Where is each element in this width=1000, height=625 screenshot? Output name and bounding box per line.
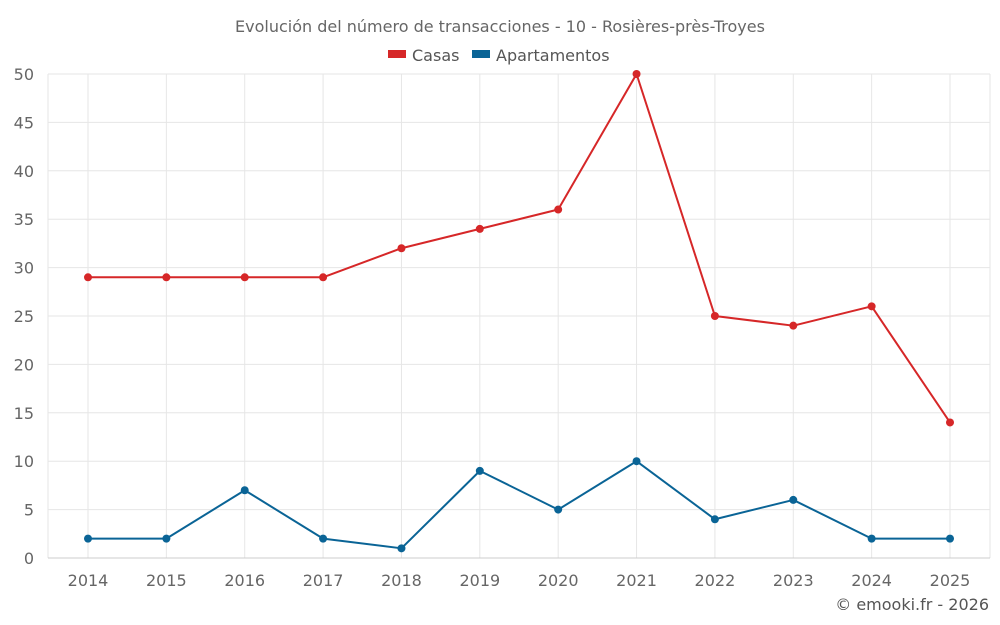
data-point-apartamentos[interactable]: [319, 534, 328, 543]
y-tick-label: 20: [14, 355, 34, 374]
data-point-casas[interactable]: [710, 312, 719, 320]
data-point-apartamentos[interactable]: [162, 534, 171, 543]
y-tick-label: 0: [24, 549, 34, 568]
data-point-apartamentos[interactable]: [946, 534, 954, 543]
data-point-casas[interactable]: [162, 273, 171, 282]
x-tick-label: 2019: [459, 571, 500, 590]
series: [84, 70, 954, 553]
y-tick-label: 30: [14, 259, 34, 278]
data-point-apartamentos[interactable]: [789, 495, 798, 504]
chart-title: Evolución del número de transacciones - …: [235, 17, 765, 36]
data-point-apartamentos[interactable]: [240, 486, 249, 495]
legend-label-casas: Casas: [412, 46, 459, 65]
x-tick-label: 2015: [146, 571, 187, 590]
data-point-apartamentos[interactable]: [710, 515, 719, 524]
data-point-apartamentos[interactable]: [554, 505, 563, 514]
y-tick-label: 15: [14, 404, 34, 423]
y-tick-label: 25: [14, 307, 34, 326]
data-point-casas[interactable]: [632, 70, 641, 78]
data-point-casas[interactable]: [946, 418, 954, 427]
x-tick-label: 2025: [930, 571, 971, 590]
y-tick-label: 10: [14, 452, 34, 471]
x-tick-label: 2016: [224, 571, 265, 590]
x-tick-label: 2024: [851, 571, 892, 590]
data-point-casas[interactable]: [475, 224, 484, 233]
data-point-casas[interactable]: [240, 273, 249, 282]
legend: Casas Apartamentos: [388, 46, 610, 65]
x-tick-label: 2022: [695, 571, 736, 590]
data-point-apartamentos[interactable]: [475, 466, 484, 475]
data-point-casas[interactable]: [789, 321, 798, 330]
series-line-casas: [88, 73, 951, 424]
credit-text: © emooki.fr - 2026: [835, 595, 989, 614]
x-tick-label: 2020: [538, 571, 579, 590]
series-line-apartamentos: [88, 460, 950, 550]
data-point-casas[interactable]: [84, 273, 92, 282]
x-tick-label: 2017: [303, 571, 344, 590]
legend-swatch-apartamentos: [472, 50, 490, 58]
legend-label-apartamentos: Apartamentos: [496, 46, 610, 65]
y-tick-label: 50: [14, 65, 34, 84]
y-tick-label: 5: [24, 501, 34, 520]
x-tick-label: 2014: [68, 571, 109, 590]
data-point-apartamentos[interactable]: [397, 544, 406, 553]
y-tick-label: 45: [14, 113, 34, 132]
y-tick-label: 35: [14, 210, 34, 229]
x-tick-label: 2018: [381, 571, 422, 590]
data-point-casas[interactable]: [554, 205, 563, 214]
data-point-apartamentos[interactable]: [867, 534, 876, 543]
data-point-apartamentos[interactable]: [632, 457, 641, 466]
y-tick-label: 40: [14, 162, 34, 181]
data-point-casas[interactable]: [397, 244, 406, 253]
x-tick-label: 2023: [773, 571, 814, 590]
data-point-apartamentos[interactable]: [84, 534, 92, 543]
data-point-casas[interactable]: [319, 273, 328, 282]
x-tick-label: 2021: [616, 571, 657, 590]
legend-swatch-casas: [388, 50, 406, 58]
data-point-casas[interactable]: [867, 302, 876, 311]
grid: [47, 73, 991, 558]
